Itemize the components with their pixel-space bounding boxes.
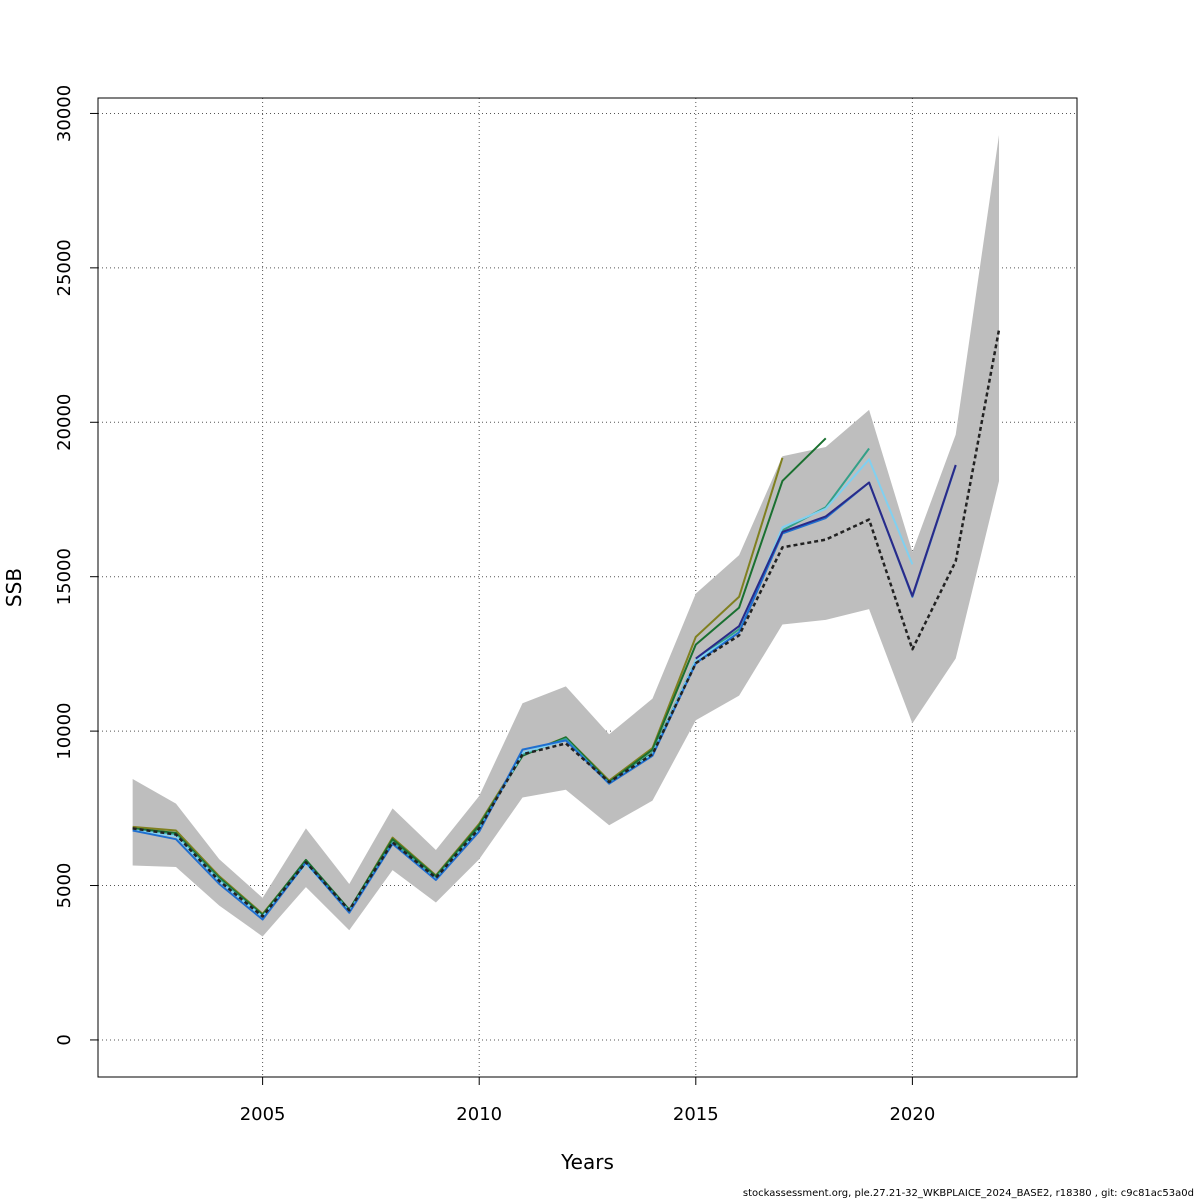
x-axis-title: Years [560, 1150, 614, 1174]
x-axis: 2005 2010 2015 2020 [240, 1076, 935, 1125]
confidence-band-area [132, 135, 1000, 937]
y-tick-label: 10000 [54, 702, 75, 759]
y-axis: 0 5000 10000 15000 20000 25000 30000 [54, 85, 99, 1046]
x-tick-label: 2015 [673, 1104, 719, 1125]
series-lines [132, 329, 1001, 921]
x-tick-label: 2005 [240, 1104, 286, 1125]
y-tick-label: 0 [54, 1034, 75, 1045]
y-tick-label: 5000 [54, 863, 75, 909]
x-tick-label: 2010 [456, 1104, 502, 1125]
y-tick-label: 30000 [54, 85, 75, 142]
series-line-6 [695, 464, 957, 660]
y-axis-title: SSB [2, 568, 26, 607]
series-line-5 [132, 465, 957, 921]
y-tick-label: 15000 [54, 548, 75, 605]
footer-caption: stockassessment.org, ple.27.21-32_WKBPLA… [743, 1188, 1194, 1199]
series-line-7 [132, 329, 1001, 918]
series-line-2 [132, 437, 827, 916]
y-tick-label: 20000 [54, 394, 75, 451]
y-tick-label: 25000 [54, 239, 75, 296]
confidence-band [132, 135, 1000, 937]
x-tick-label: 2020 [889, 1104, 935, 1125]
